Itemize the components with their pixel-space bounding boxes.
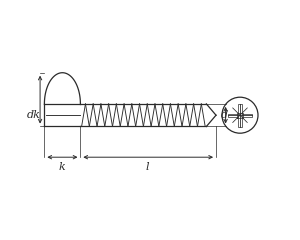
Text: l: l — [146, 162, 149, 172]
FancyBboxPatch shape — [228, 114, 252, 117]
Text: dk: dk — [27, 110, 41, 120]
Text: d: d — [221, 110, 228, 120]
FancyBboxPatch shape — [238, 103, 242, 127]
Text: k: k — [59, 162, 66, 172]
